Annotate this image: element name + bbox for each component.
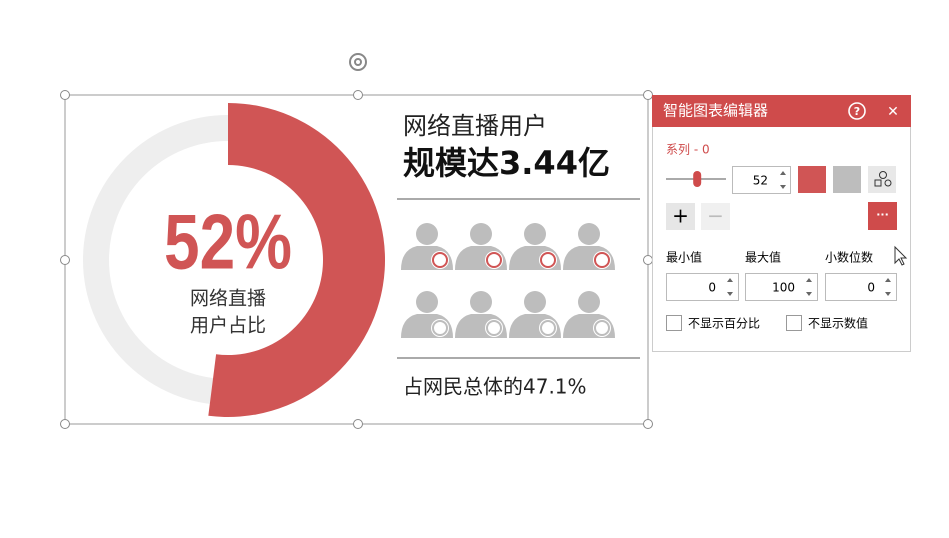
checkbox-label: 不显示数值 [808,316,868,331]
more-button[interactable] [868,202,897,230]
cursor [894,245,908,266]
badge-inner [486,320,502,336]
donut-caption: 网络直播 [190,288,266,310]
person-icon [563,223,615,270]
checkbox[interactable] [666,315,682,331]
editor-title: 智能图表编辑器 [663,102,768,120]
shape-button[interactable] [868,166,896,193]
person-icon [455,291,507,338]
checkbox-label: 不显示百分比 [688,317,760,331]
person-icon [401,223,453,270]
badge-inner [594,252,610,268]
decimals-value: 0 [867,281,875,295]
badge-inner [432,252,448,268]
series-label: 系列 - 0 [666,143,710,157]
badge-inner [432,320,448,336]
min-value: 0 [708,281,716,295]
max-spinner[interactable] [745,273,818,301]
checkbox[interactable] [786,315,802,331]
headline: 网络直播用户 [403,112,547,140]
person-icon [509,291,561,338]
badge-inner [486,252,502,268]
footer: 占网民总体的47.1% [403,375,587,399]
donut-arc [208,103,386,417]
add-text[interactable]: + [672,204,689,228]
editor-panel: 智能图表编辑器 ? ✕ 系列 - 0 52 + − ··· 最小值 最大值 小数… [652,95,911,352]
decimals-spinner[interactable] [825,273,897,301]
help-button[interactable] [848,102,866,120]
handles[interactable] [60,90,653,429]
badge-inner [540,252,556,268]
spinner-value: 52 [753,174,768,188]
person-icon [455,223,507,270]
color-swatch[interactable] [798,166,826,193]
slider-thumb[interactable] [693,171,702,187]
donut [83,103,386,417]
rotate-handle[interactable] [349,53,367,71]
help-text[interactable]: ? [854,105,860,118]
person-icon [509,223,561,270]
value-spinner[interactable] [732,166,791,194]
percent-label: 52% [164,199,292,286]
badge-inner [540,320,556,336]
color-swatch[interactable] [833,166,861,193]
badge-inner [594,320,610,336]
max-value: 100 [772,281,795,295]
max-label: 最大值 [745,250,781,265]
min-label: 最小值 [666,250,702,265]
close-button[interactable]: ✕ [887,104,899,120]
decimals-label: 小数位数 [825,250,873,265]
donut-caption: 用户占比 [190,315,266,337]
add-button[interactable] [666,203,695,230]
icon-grid [401,223,615,338]
person-icon [401,291,453,338]
min-spinner[interactable] [666,273,739,301]
person-icon [563,291,615,338]
headline-bold: 规模达3.44亿 [403,144,610,182]
more-text[interactable]: ··· [876,208,889,221]
remove-text[interactable]: − [707,204,724,228]
remove-button[interactable] [701,203,730,230]
